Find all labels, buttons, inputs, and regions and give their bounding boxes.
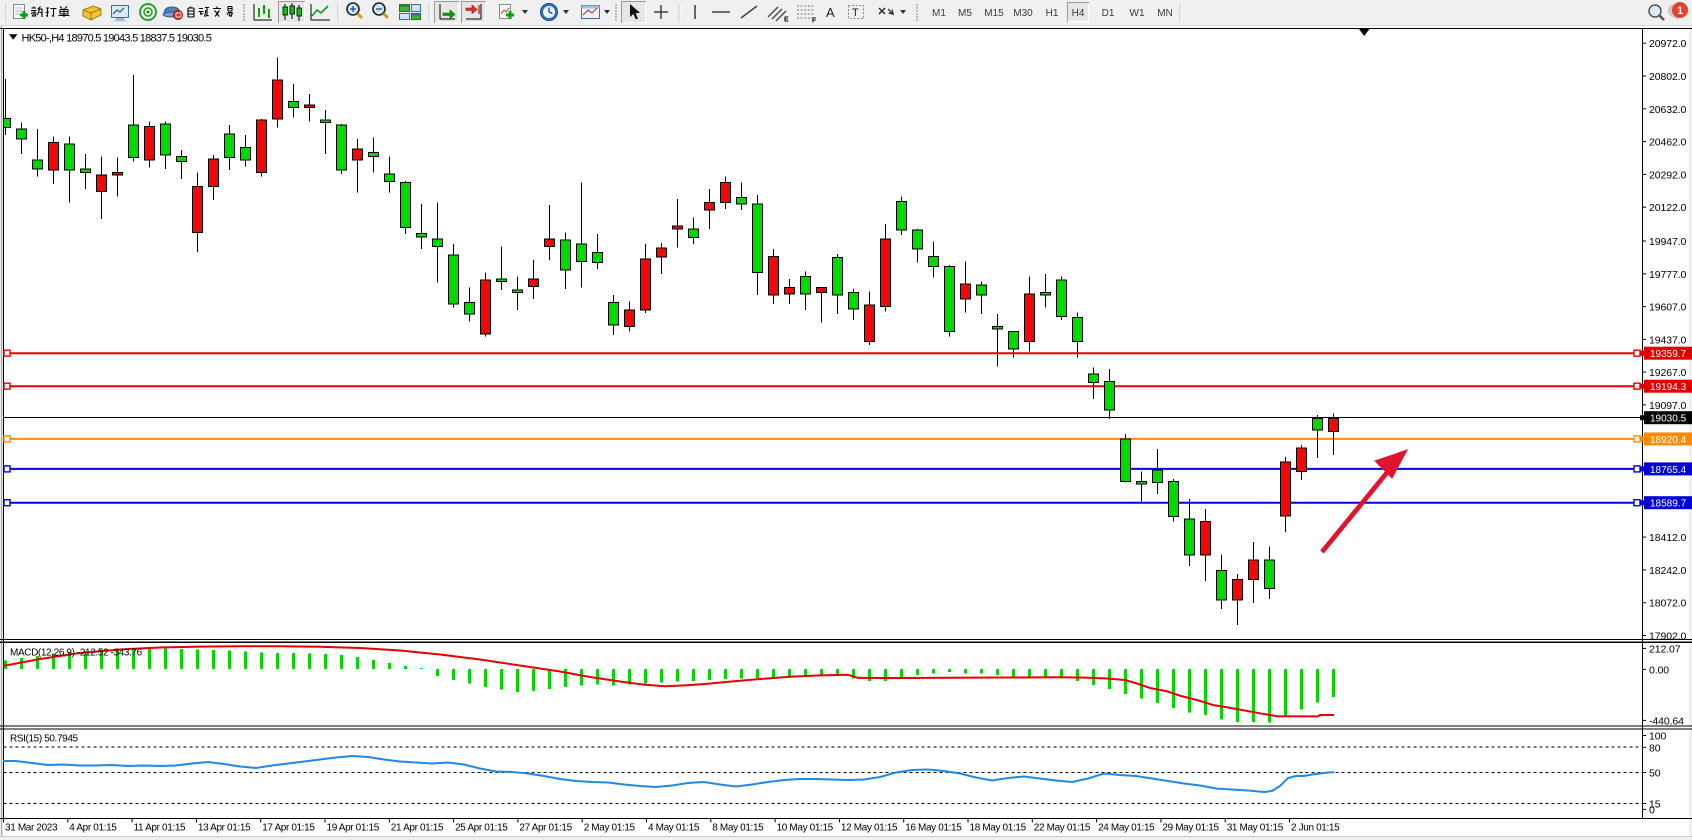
svg-text:MACD(12,26,9) -212.52 -343.76: MACD(12,26,9) -212.52 -343.76 — [10, 648, 143, 659]
svg-text:19097.0: 19097.0 — [1649, 400, 1687, 412]
svg-text:12 May 01:15: 12 May 01:15 — [841, 823, 898, 834]
svg-text:19437.0: 19437.0 — [1649, 334, 1687, 346]
svg-text:8 May 01:15: 8 May 01:15 — [712, 823, 764, 834]
svg-text:13 Apr 01:15: 13 Apr 01:15 — [198, 823, 251, 834]
svg-text:24 May 01:15: 24 May 01:15 — [1098, 823, 1155, 834]
svg-text:11 Apr 01:15: 11 Apr 01:15 — [134, 823, 186, 834]
svg-text:20972.0: 20972.0 — [1649, 38, 1687, 50]
svg-text:19 Apr 01:15: 19 Apr 01:15 — [327, 823, 380, 834]
svg-text:19777.0: 19777.0 — [1649, 269, 1687, 281]
svg-text:100: 100 — [1649, 731, 1666, 743]
svg-text:H1: H1 — [1046, 8, 1059, 19]
svg-text:15: 15 — [1649, 799, 1661, 811]
svg-text:18920.4: 18920.4 — [1650, 435, 1687, 446]
svg-text:18412.0: 18412.0 — [1649, 532, 1687, 544]
svg-text:19267.0: 19267.0 — [1649, 367, 1687, 379]
svg-text:16 May 01:15: 16 May 01:15 — [905, 823, 962, 834]
svg-text:20632.0: 20632.0 — [1649, 104, 1687, 116]
svg-text:21 Apr 01:15: 21 Apr 01:15 — [391, 823, 444, 834]
svg-text:H4: H4 — [1072, 8, 1085, 19]
svg-text:27 Apr 01:15: 27 Apr 01:15 — [519, 823, 572, 834]
svg-text:0: 0 — [1649, 804, 1655, 816]
svg-text:19607.0: 19607.0 — [1649, 302, 1687, 314]
svg-text:18072.0: 18072.0 — [1649, 598, 1687, 610]
svg-text:20292.0: 20292.0 — [1649, 169, 1687, 181]
svg-text:T: T — [852, 7, 859, 19]
svg-text:19947.0: 19947.0 — [1649, 236, 1687, 248]
svg-text:HK50-,H4 18970.5 19043.5 1883: HK50-,H4 18970.5 19043.5 18837.5 19030.5 — [22, 33, 212, 45]
svg-text:20122.0: 20122.0 — [1649, 202, 1687, 214]
svg-text:18589.7: 18589.7 — [1650, 499, 1687, 510]
svg-text:A: A — [826, 5, 835, 20]
svg-text:MN: MN — [1157, 8, 1173, 19]
svg-text:W1: W1 — [1130, 8, 1145, 19]
svg-text:31 May 01:15: 31 May 01:15 — [1227, 823, 1284, 834]
svg-text:31 Mar 2023: 31 Mar 2023 — [5, 823, 58, 834]
svg-text:1: 1 — [1677, 5, 1683, 17]
svg-text:25 Apr 01:15: 25 Apr 01:15 — [455, 823, 508, 834]
svg-text:22 May 01:15: 22 May 01:15 — [1034, 823, 1091, 834]
svg-text:M15: M15 — [984, 8, 1004, 19]
svg-text:4 Apr 01:15: 4 Apr 01:15 — [69, 823, 117, 834]
svg-text:19359.7: 19359.7 — [1650, 349, 1687, 360]
svg-text:-440.64: -440.64 — [1649, 715, 1684, 727]
svg-text:2 Jun 01:15: 2 Jun 01:15 — [1291, 823, 1340, 834]
svg-text:4 May 01:15: 4 May 01:15 — [648, 823, 700, 834]
svg-text:17902.0: 17902.0 — [1649, 631, 1687, 643]
svg-text:20802.0: 20802.0 — [1649, 71, 1687, 83]
svg-text:18765.4: 18765.4 — [1650, 465, 1687, 476]
svg-text:18242.0: 18242.0 — [1649, 565, 1687, 577]
svg-text:M1: M1 — [932, 8, 946, 19]
svg-text:2 May 01:15: 2 May 01:15 — [584, 823, 636, 834]
svg-text:19194.3: 19194.3 — [1650, 382, 1687, 393]
svg-text:50: 50 — [1649, 768, 1661, 780]
svg-text:19030.5: 19030.5 — [1650, 414, 1687, 425]
svg-text:10 May 01:15: 10 May 01:15 — [777, 823, 834, 834]
svg-text:29 May 01:15: 29 May 01:15 — [1162, 823, 1219, 834]
svg-text:E: E — [784, 17, 789, 24]
svg-text:80: 80 — [1649, 742, 1661, 754]
svg-text:0.00: 0.00 — [1649, 664, 1669, 676]
svg-text:RSI(15) 50.7945: RSI(15) 50.7945 — [10, 734, 78, 745]
svg-text:212.07: 212.07 — [1649, 643, 1681, 655]
svg-text:M30: M30 — [1013, 8, 1033, 19]
svg-text:F: F — [812, 18, 817, 25]
svg-text:M5: M5 — [958, 8, 972, 19]
svg-text:17 Apr 01:15: 17 Apr 01:15 — [262, 823, 315, 834]
svg-text:D1: D1 — [1102, 8, 1115, 19]
svg-text:18 May 01:15: 18 May 01:15 — [970, 823, 1027, 834]
svg-text:20462.0: 20462.0 — [1649, 137, 1687, 149]
